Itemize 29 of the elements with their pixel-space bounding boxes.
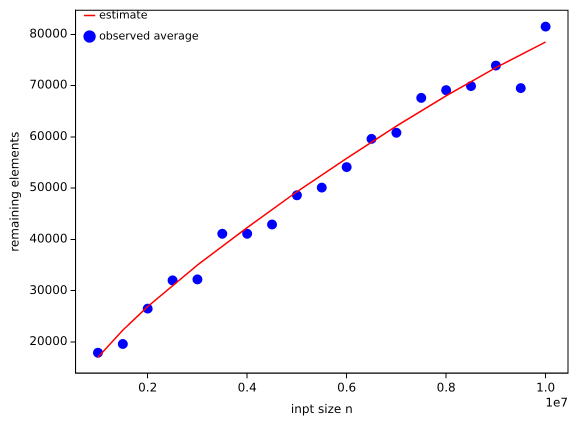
point	[540, 22, 551, 32]
text: 1e7	[545, 395, 568, 410]
y-tick-label: 40000	[29, 232, 68, 246]
y-tick-label: 20000	[29, 334, 68, 348]
y-tick-label: 80000	[29, 26, 68, 40]
legend-label: estimate	[99, 8, 148, 22]
y-tick-label: 60000	[29, 128, 68, 143]
point	[316, 182, 327, 193]
x-tick-label: 0.6	[337, 380, 356, 395]
y-tick-label: 30000	[29, 282, 68, 297]
y-tick-label: 70000	[29, 78, 68, 92]
point	[267, 220, 278, 230]
x-axis-title: inpt size n	[290, 402, 353, 416]
y-tick-label: 50000	[29, 180, 68, 194]
point	[516, 83, 526, 94]
point	[391, 128, 402, 138]
x-tick-label: 0.4	[238, 380, 257, 395]
point	[342, 162, 352, 172]
point	[441, 85, 452, 96]
point	[217, 228, 228, 239]
point	[242, 228, 252, 239]
legend-label: observed average	[99, 29, 199, 42]
point	[192, 274, 202, 284]
point	[416, 92, 426, 103]
x-tick-label: 0.8	[436, 380, 456, 395]
y-axis-title: remaining elements	[7, 132, 22, 252]
x-tick-label: 1.0	[536, 380, 556, 395]
point	[118, 338, 128, 349]
x-tick-label: 0.2	[138, 380, 158, 395]
